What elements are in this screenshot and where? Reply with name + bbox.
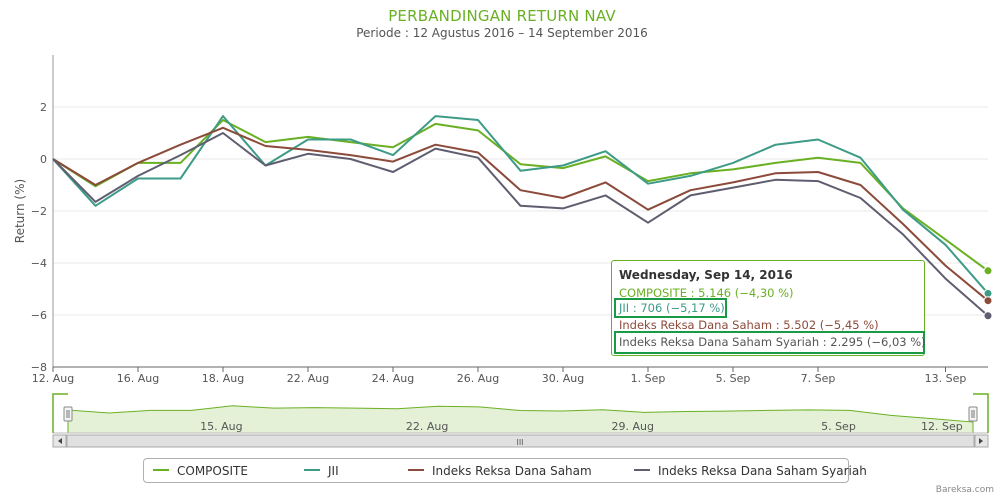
tooltip-date: Wednesday, Sep 14, 2016 — [619, 268, 793, 282]
navigator-label: 12. Sep — [921, 420, 963, 433]
y-tick-label: −2 — [31, 205, 47, 218]
x-tick-label: 1. Sep — [631, 372, 666, 385]
y-axis-label: Return (%) — [13, 179, 27, 243]
series-endpoint-3 — [983, 311, 993, 321]
navigator-label: 15. Aug — [200, 420, 242, 433]
chart-title: PERBANDINGAN RETURN NAV — [388, 7, 616, 25]
scrollbar-grip: III — [516, 438, 523, 447]
legend: COMPOSITE JII Indeks Reksa Dana Saham In… — [143, 458, 867, 483]
legend-item-composite[interactable]: COMPOSITE — [153, 464, 248, 478]
tooltip: Wednesday, Sep 14, 2016 COMPOSITE : 5.14… — [611, 260, 926, 356]
y-tick-label: −4 — [31, 257, 47, 270]
navigator-outline-left — [52, 393, 68, 433]
tooltip-syariah-highlight — [614, 331, 925, 354]
x-tick-label: 5. Sep — [716, 372, 751, 385]
y-tick-label: 2 — [40, 101, 47, 114]
chevron-left-icon — [58, 438, 62, 444]
series-line-3 — [52, 132, 989, 317]
navigator-background — [53, 392, 988, 433]
chevron-right-icon — [979, 438, 983, 444]
series-line-2 — [52, 126, 989, 302]
navigator-outline-right — [973, 393, 989, 433]
navigator-label: 5. Sep — [821, 420, 856, 433]
tooltip-jii: JII : 706 (−5,17 %) — [619, 301, 725, 315]
x-tick-label: 7. Sep — [801, 372, 836, 385]
y-tick-label: −8 — [31, 361, 47, 374]
y-tick-label: 0 — [40, 153, 47, 166]
series-line-1 — [52, 115, 989, 295]
legend-swatch — [408, 468, 424, 471]
series-lines — [52, 115, 993, 321]
tooltip-syariah: Indeks Reksa Dana Saham Syariah : 2.295 … — [619, 335, 926, 349]
legend-item-jii[interactable]: JII — [304, 464, 339, 478]
x-tick-label: 13. Sep — [925, 372, 967, 385]
legend-swatch — [634, 468, 650, 471]
scrollbar-thumb[interactable] — [66, 434, 975, 448]
x-tick-label: 30. Aug — [542, 372, 584, 385]
navigator-handle-right[interactable] — [968, 406, 978, 422]
navigator-area — [67, 405, 974, 434]
axes: 2 0 −2 −4 −6 −812. Aug 16. Aug 18. Aug 22. Aug 24… — [31, 55, 988, 385]
legend-item-saham[interactable]: Indeks Reksa Dana Saham — [408, 464, 592, 478]
navigator-handle-left[interactable] — [63, 406, 73, 422]
legend-swatch — [153, 468, 169, 471]
tooltip-jii-highlight — [614, 298, 727, 318]
x-tick-label: 22. Aug — [287, 372, 329, 385]
legend-item-syariah[interactable]: Indeks Reksa Dana Saham Syariah — [634, 464, 867, 478]
series-endpoint-0 — [983, 266, 993, 276]
x-tick-label: 16. Aug — [117, 372, 159, 385]
navigator: 15. Aug 22. Aug 29. Aug 5. Sep 12. Sep III — [52, 392, 989, 448]
navigator-label: 29. Aug — [612, 420, 654, 433]
series-line-0 — [52, 119, 989, 272]
tooltip-composite: COMPOSITE : 5.146 (−4,30 %) — [619, 286, 794, 300]
y-tick-label: −6 — [31, 309, 47, 322]
x-tick-label: 12. Aug — [32, 372, 74, 385]
series-endpoint-2 — [983, 296, 993, 306]
x-tick-label: 24. Aug — [372, 372, 414, 385]
x-tick-label: 18. Aug — [202, 372, 244, 385]
x-tick-label: 26. Aug — [457, 372, 499, 385]
navigator-label: 22. Aug — [406, 420, 448, 433]
tooltip-saham: Indeks Reksa Dana Saham : 5.502 (−5,45 %… — [619, 318, 879, 332]
chart-subtitle: Periode : 12 Agustus 2016 – 14 September… — [356, 26, 648, 40]
credit[interactable]: Bareksa.com — [935, 485, 994, 495]
legend-swatch — [304, 468, 320, 471]
